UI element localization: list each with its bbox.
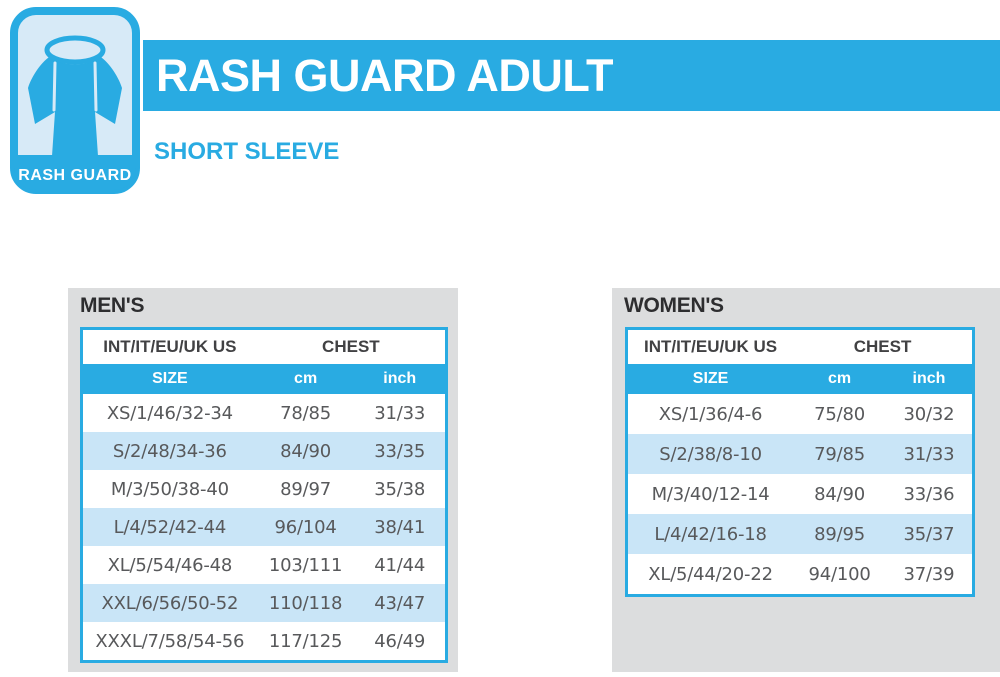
inch-cell: 43/47	[374, 592, 426, 614]
cm-cell: 78/85	[280, 402, 332, 424]
table-row: XXL/6/56/50-52 110/118 43/47	[83, 584, 445, 622]
table-row: L/4/42/16-18 89/95 35/37	[628, 514, 972, 554]
size-cell: M/3/40/12-14	[651, 483, 770, 505]
chest-group-header: CHEST	[322, 337, 380, 356]
size-cell: XS/1/46/32-34	[106, 402, 233, 424]
inch-cell: 46/49	[374, 630, 426, 652]
table-row: S/2/48/34-36 84/90 33/35	[83, 432, 445, 470]
cm-cell: 79/85	[814, 443, 865, 465]
size-column-header: SIZE	[692, 370, 729, 387]
inch-column-header: inch	[383, 370, 417, 387]
size-cell: L/4/42/16-18	[654, 523, 767, 545]
inch-cell: 33/35	[374, 440, 426, 462]
cm-cell: 96/104	[274, 516, 337, 538]
mens-header-columns: SIZE cm inch	[83, 364, 445, 394]
inch-cell: 41/44	[374, 554, 426, 576]
size-cell: S/2/48/34-36	[112, 440, 227, 462]
womens-header-columns: SIZE cm inch	[628, 364, 972, 394]
size-group-header: INT/IT/EU/UK US	[103, 337, 237, 356]
inch-cell: 33/36	[903, 483, 955, 505]
table-row: L/4/52/42-44 96/104 38/41	[83, 508, 445, 546]
womens-header-groups: INT/IT/EU/UK US CHEST	[628, 330, 972, 364]
inch-cell: 31/33	[374, 402, 426, 424]
table-row: S/2/38/8-10 79/85 31/33	[628, 434, 972, 474]
cm-cell: 94/100	[808, 563, 871, 585]
cm-cell: 103/111	[268, 554, 343, 576]
mens-panel: MEN'S INT/IT/EU/UK US CHEST SIZE cm inch…	[68, 288, 458, 672]
womens-panel: WOMEN'S INT/IT/EU/UK US CHEST SIZE cm in…	[612, 288, 1000, 672]
cm-cell: 89/97	[280, 478, 332, 500]
cm-cell: 89/95	[814, 523, 865, 545]
table-row: M/3/40/12-14 84/90 33/36	[628, 474, 972, 514]
table-row: XL/5/44/20-22 94/100 37/39	[628, 554, 972, 594]
table-row: XL/5/54/46-48 103/111 41/44	[83, 546, 445, 584]
rash-guard-badge: RASH GUARD	[10, 7, 140, 194]
cm-cell: 117/125	[268, 630, 343, 652]
inch-cell: 37/39	[903, 563, 955, 585]
cm-cell: 84/90	[280, 440, 332, 462]
womens-heading: WOMEN'S	[624, 294, 724, 317]
size-cell: XS/1/36/4-6	[658, 403, 763, 425]
size-group-header: INT/IT/EU/UK US	[643, 337, 778, 356]
page-title: RASH GUARD ADULT	[156, 49, 613, 101]
table-row: XS/1/36/4-6 75/80 30/32	[628, 394, 972, 434]
chest-group-header: CHEST	[853, 337, 912, 356]
size-cell: S/2/38/8-10	[659, 443, 762, 465]
size-cell: XXXL/7/58/54-56	[95, 630, 245, 652]
mens-header-groups: INT/IT/EU/UK US CHEST	[83, 330, 445, 364]
size-cell: XL/5/44/20-22	[648, 563, 773, 585]
inch-column-header: inch	[912, 370, 946, 387]
badge-label: RASH GUARD	[18, 167, 132, 184]
cm-column-header: cm	[294, 370, 318, 387]
inch-cell: 30/32	[903, 403, 955, 425]
cm-cell: 84/90	[814, 483, 865, 505]
cm-cell: 110/118	[268, 592, 343, 614]
inch-cell: 35/38	[374, 478, 426, 500]
size-column-header: SIZE	[152, 370, 188, 387]
inch-cell: 35/37	[903, 523, 955, 545]
page-subtitle: SHORT SLEEVE	[154, 138, 340, 165]
table-row: XS/1/46/32-34 78/85 31/33	[83, 394, 445, 432]
mens-heading: MEN'S	[80, 294, 145, 317]
cm-column-header: cm	[827, 370, 852, 387]
womens-size-table: INT/IT/EU/UK US CHEST SIZE cm inch XS/1/…	[625, 327, 975, 597]
cm-cell: 75/80	[814, 403, 865, 425]
mens-size-table: INT/IT/EU/UK US CHEST SIZE cm inch XS/1/…	[80, 327, 448, 663]
inch-cell: 38/41	[374, 516, 426, 538]
rash-guard-icon	[10, 7, 140, 194]
size-cell: M/3/50/38-40	[110, 478, 229, 500]
inch-cell: 31/33	[903, 443, 955, 465]
title-bar: RASH GUARD ADULT	[143, 40, 1000, 111]
size-cell: XXL/6/56/50-52	[101, 592, 239, 614]
size-cell: XL/5/54/46-48	[107, 554, 233, 576]
size-cell: L/4/52/42-44	[113, 516, 227, 538]
table-row: XXXL/7/58/54-56 117/125 46/49	[83, 622, 445, 660]
table-row: M/3/50/38-40 89/97 35/38	[83, 470, 445, 508]
